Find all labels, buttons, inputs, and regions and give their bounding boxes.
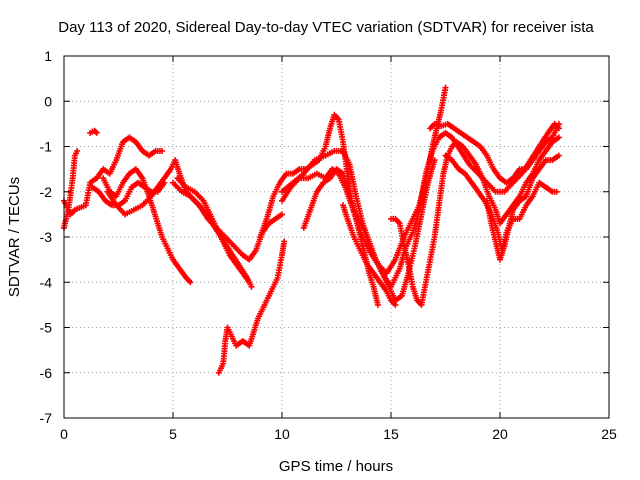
series-track-15 bbox=[388, 134, 562, 308]
series-track-13 bbox=[300, 166, 381, 308]
data-point bbox=[74, 148, 81, 154]
data-point bbox=[279, 211, 285, 218]
data-point bbox=[281, 238, 288, 245]
data-point bbox=[248, 283, 255, 290]
data-points bbox=[61, 84, 562, 376]
y-tick-label: 0 bbox=[44, 93, 52, 109]
grid bbox=[64, 56, 609, 418]
x-tick-label: 15 bbox=[383, 426, 399, 442]
x-tick-label: 10 bbox=[274, 426, 290, 442]
y-tick-label: -4 bbox=[40, 274, 53, 290]
series-track-5 bbox=[100, 166, 194, 286]
data-point bbox=[159, 148, 166, 154]
y-tick-label: -2 bbox=[40, 184, 53, 200]
data-point bbox=[555, 120, 562, 127]
data-point bbox=[431, 157, 438, 164]
data-point bbox=[442, 84, 449, 91]
x-tick-label: 0 bbox=[60, 426, 68, 442]
y-tick-label: -6 bbox=[40, 365, 53, 381]
series-track-3 bbox=[87, 127, 100, 136]
y-tick-label: -5 bbox=[40, 320, 53, 336]
y-tick-label: -7 bbox=[40, 410, 53, 426]
series-track-4 bbox=[89, 179, 168, 209]
x-tick-label: 5 bbox=[169, 426, 177, 442]
series-track-14 bbox=[340, 202, 399, 308]
x-tick-label: 20 bbox=[492, 426, 508, 442]
series-track-8 bbox=[174, 175, 253, 286]
series-track-9 bbox=[215, 238, 288, 376]
y-tick-label: -1 bbox=[40, 139, 53, 155]
x-axis-label: GPS time / hours bbox=[279, 458, 393, 475]
data-point bbox=[555, 152, 562, 159]
series-track-2 bbox=[61, 134, 166, 218]
data-point bbox=[374, 301, 381, 308]
data-point bbox=[392, 301, 399, 308]
y-axis-label: SDTVAR / TECUs bbox=[6, 177, 23, 297]
series-track-18 bbox=[483, 152, 562, 263]
data-point bbox=[246, 279, 253, 286]
y-tick-label: -3 bbox=[40, 229, 53, 245]
series-track-16 bbox=[427, 120, 562, 186]
chart-title: Day 113 of 2020, Sidereal Day-to-day VTE… bbox=[58, 19, 594, 36]
y-tick-label: 1 bbox=[44, 48, 52, 64]
data-point bbox=[93, 129, 100, 136]
data-point bbox=[92, 128, 99, 135]
data-point bbox=[553, 188, 560, 195]
data-point bbox=[187, 279, 194, 286]
data-point bbox=[555, 134, 562, 141]
axis-ticks: 0 5 10 15 20 25 -7 -6 -5 -4 -3 -2 -1 0 1 bbox=[40, 48, 617, 442]
x-tick-label: 25 bbox=[601, 426, 617, 442]
